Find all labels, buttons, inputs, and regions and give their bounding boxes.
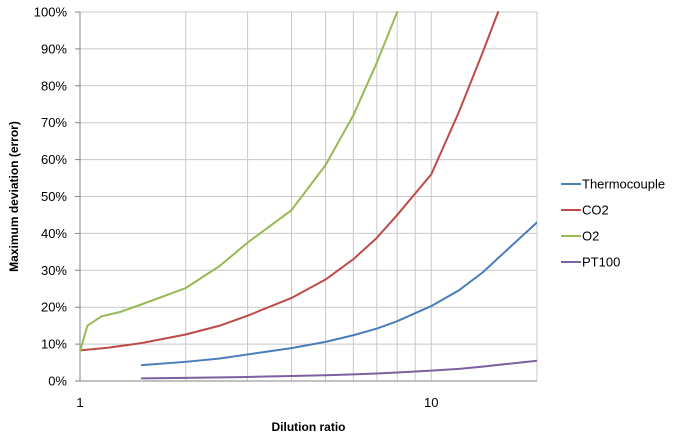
y-tick-labels: 0% 10% 20% 30% 40% 50% 60% 70% 80% 90% 100% xyxy=(34,5,68,389)
y-tick-label: 80% xyxy=(41,78,67,93)
horizontal-gridlines xyxy=(80,11,537,382)
y-tick-label: 90% xyxy=(41,41,67,56)
legend-label-o2: O2 xyxy=(582,229,599,244)
y-tick-label: 100% xyxy=(34,5,68,20)
y-tick-label: 20% xyxy=(41,300,67,315)
x-tick-labels: 1 10 xyxy=(76,395,438,410)
y-tick-label: 0% xyxy=(48,374,67,389)
series-line-o2 xyxy=(80,11,399,353)
series-line-pt100 xyxy=(140,359,537,380)
y-tick-label: 50% xyxy=(41,189,67,204)
x-tick-label: 10 xyxy=(424,395,438,410)
legend-label-co2: CO2 xyxy=(582,203,609,218)
series-line-thermocouple xyxy=(140,221,537,367)
y-tick-label: 70% xyxy=(41,115,67,130)
legend-label-thermocouple: Thermocouple xyxy=(582,177,665,192)
legend-label-pt100: PT100 xyxy=(582,255,620,270)
series-line-co2 xyxy=(80,11,500,352)
y-tick-label: 40% xyxy=(41,226,67,241)
y-tick-label: 30% xyxy=(41,263,67,278)
y-tick-label: 60% xyxy=(41,152,67,167)
x-axis-title: Dilution ratio xyxy=(272,420,346,434)
x-tick-label: 1 xyxy=(76,395,83,410)
axes xyxy=(75,11,537,382)
legend: Thermocouple CO2 O2 PT100 xyxy=(561,177,665,270)
y-axis-title: Maximum deviation (error) xyxy=(7,121,21,272)
series-lines xyxy=(80,11,537,380)
y-tick-label: 10% xyxy=(41,337,67,352)
